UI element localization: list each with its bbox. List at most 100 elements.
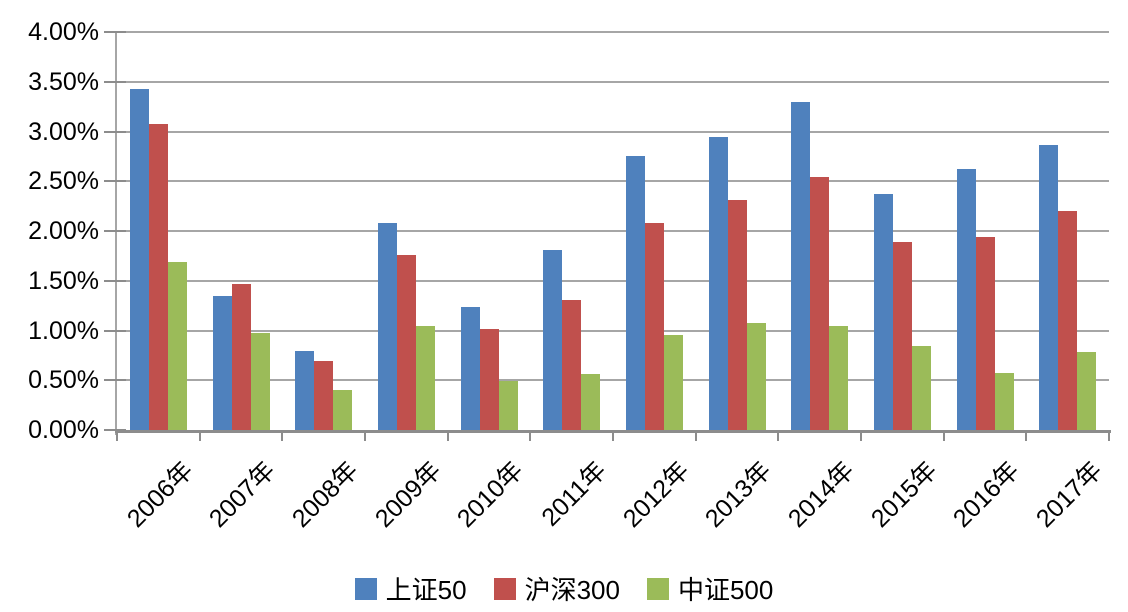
bar-group-2013年 xyxy=(696,32,779,430)
gridline xyxy=(117,130,1109,133)
legend-swatch-red-icon xyxy=(493,577,516,600)
x-axis-label: 2012年 xyxy=(617,456,695,534)
x-axis-tick-mark xyxy=(281,430,284,441)
bar-group-2007年 xyxy=(200,32,283,430)
x-axis-tick-mark xyxy=(364,430,366,441)
y-axis-tick-label: 0.50% xyxy=(28,366,99,395)
bar-沪深300-2011年 xyxy=(562,299,582,430)
bar-group-2015年 xyxy=(861,32,944,430)
legend-item-zhongzheng500: 中证500 xyxy=(646,570,774,607)
gridline xyxy=(117,80,1109,83)
bar-group-2008年 xyxy=(282,32,365,430)
bar-上证50-2015年 xyxy=(873,194,893,430)
x-axis-label: 2015年 xyxy=(865,456,943,534)
bar-中证500-2007年 xyxy=(250,332,270,430)
gridline xyxy=(117,230,1109,232)
bar-沪深300-2013年 xyxy=(727,200,747,430)
bar-沪深300-2016年 xyxy=(975,236,995,430)
x-axis-tick-mark xyxy=(612,430,614,441)
y-axis-tick-label: 1.00% xyxy=(28,316,99,345)
y-axis-tick-mark xyxy=(104,279,126,282)
x-axis-tick-mark xyxy=(1108,430,1110,441)
bar-group-2006年 xyxy=(117,32,200,430)
bar-group-2011年 xyxy=(530,32,613,430)
x-axis-label: 2007年 xyxy=(204,456,282,534)
legend-label-shangzheng50: 上证50 xyxy=(385,575,467,605)
x-axis-label: 2006年 xyxy=(121,456,199,534)
bar-沪深300-2010年 xyxy=(479,328,499,430)
x-axis-tick-mark xyxy=(777,430,780,441)
legend-label-hushen300: 沪深300 xyxy=(524,575,620,605)
y-axis-tick-label: 2.00% xyxy=(28,217,99,245)
bar-中证500-2009年 xyxy=(415,325,435,430)
legend-item-shangzheng50: 上证50 xyxy=(354,570,467,607)
bar-group-2010年 xyxy=(448,32,531,430)
bar-沪深300-2007年 xyxy=(231,283,251,430)
y-axis-tick-mark xyxy=(104,429,126,431)
x-axis-tick-mark xyxy=(1025,430,1028,441)
bar-沪深300-2006年 xyxy=(148,123,168,430)
bar-中证500-2008年 xyxy=(333,390,353,430)
y-axis-tick-mark xyxy=(104,329,126,332)
gridline xyxy=(117,329,1109,332)
bar-中证500-2011年 xyxy=(581,374,601,430)
x-axis-tick-mark xyxy=(942,430,945,441)
bar-沪深300-2009年 xyxy=(396,254,416,430)
x-axis-label: 2011年 xyxy=(536,456,612,532)
bar-上证50-2013年 xyxy=(708,137,728,430)
x-axis-tick-mark xyxy=(860,430,862,441)
bar-group-2016年 xyxy=(944,32,1027,430)
plot-area xyxy=(117,31,1109,430)
x-axis-label: 2008年 xyxy=(286,456,364,534)
y-axis-tick-mark xyxy=(104,31,126,33)
x-axis-label: 2016年 xyxy=(948,456,1026,534)
bar-中证500-2010年 xyxy=(498,381,518,430)
bar-沪深300-2012年 xyxy=(644,223,664,430)
y-axis-tick-label: 3.50% xyxy=(28,67,99,96)
bar-中证500-2014年 xyxy=(829,325,849,430)
legend-swatch-blue-icon xyxy=(354,577,377,600)
x-axis-tick-mark xyxy=(446,430,449,441)
bar-上证50-2017年 xyxy=(1039,145,1059,430)
x-axis-tick-mark xyxy=(694,430,697,441)
bar-group-2012年 xyxy=(613,32,696,430)
bar-上证50-2010年 xyxy=(460,306,480,430)
y-axis-tick-mark xyxy=(104,379,126,382)
bar-中证500-2015年 xyxy=(911,346,931,430)
bar-上证50-2016年 xyxy=(956,169,976,430)
y-axis-tick-mark xyxy=(104,180,126,183)
bar-上证50-2006年 xyxy=(129,88,149,430)
bar-中证500-2016年 xyxy=(994,373,1014,430)
bar-中证500-2013年 xyxy=(746,322,766,430)
y-axis-tick-mark xyxy=(104,230,126,232)
x-axis-label: 2009年 xyxy=(369,456,447,534)
bar-上证50-2012年 xyxy=(625,156,645,430)
bar-沪深300-2017年 xyxy=(1058,211,1078,430)
x-axis-label: 2013年 xyxy=(700,456,778,534)
legend-label-zhongzheng500: 中证500 xyxy=(677,575,774,605)
gridline xyxy=(117,279,1109,282)
bar-上证50-2008年 xyxy=(295,351,315,430)
y-axis-tick-label: 3.00% xyxy=(28,117,99,146)
bar-groups xyxy=(117,32,1109,430)
bar-group-2017年 xyxy=(1026,32,1109,430)
x-axis-tick-mark xyxy=(116,430,118,441)
bar-沪深300-2014年 xyxy=(810,177,830,430)
y-axis-tick-label: 2.50% xyxy=(28,167,99,196)
bar-上证50-2014年 xyxy=(791,101,811,430)
y-axis-line xyxy=(115,32,117,435)
bar-中证500-2012年 xyxy=(663,335,683,430)
x-axis-tick-mark xyxy=(198,430,201,441)
bar-上证50-2009年 xyxy=(377,223,397,430)
bar-沪深300-2015年 xyxy=(892,241,912,430)
bar-沪深300-2008年 xyxy=(314,361,334,430)
bar-上证50-2011年 xyxy=(543,249,563,430)
bar-中证500-2006年 xyxy=(167,261,187,430)
x-axis-label: 2017年 xyxy=(1030,456,1108,534)
gridline xyxy=(117,31,1109,33)
y-axis-tick-label: 0.00% xyxy=(28,416,99,444)
gridline xyxy=(117,379,1109,382)
gridline xyxy=(117,180,1109,183)
y-axis-tick-label: 1.50% xyxy=(28,266,99,295)
